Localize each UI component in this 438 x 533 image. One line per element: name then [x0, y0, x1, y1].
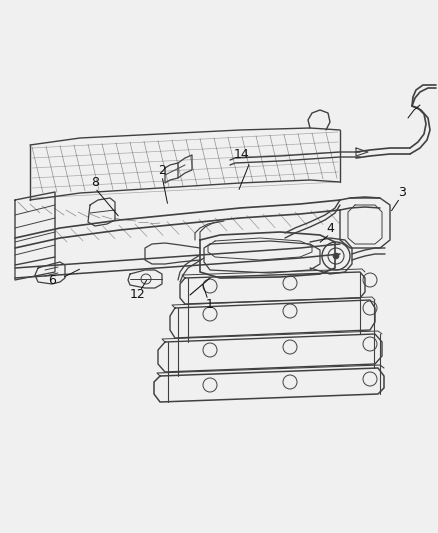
Text: 14: 14: [233, 149, 249, 161]
Circle shape: [332, 253, 338, 259]
Text: 1: 1: [205, 298, 213, 311]
Text: 3: 3: [397, 185, 405, 198]
Text: 8: 8: [91, 175, 99, 189]
Text: 2: 2: [158, 164, 166, 176]
Text: 12: 12: [130, 288, 145, 302]
Text: 6: 6: [48, 273, 56, 287]
Text: 4: 4: [325, 222, 333, 235]
